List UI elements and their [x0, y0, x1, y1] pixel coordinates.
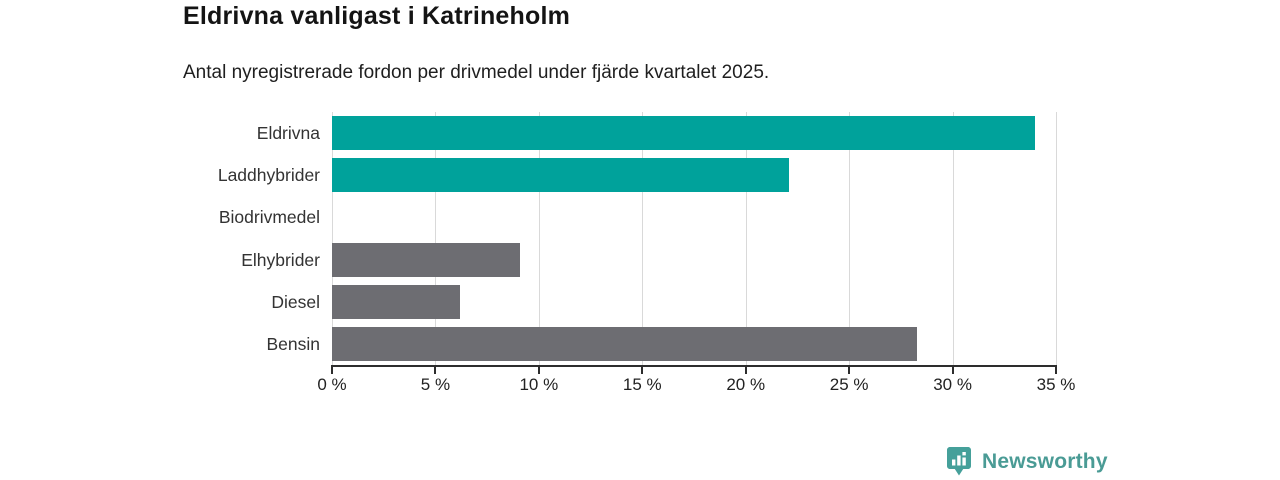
chart-row-bensin: Bensin [266, 323, 1056, 365]
category-label-diesel: Diesel [271, 291, 320, 312]
category-label-laddhybrider: Laddhybrider [217, 165, 320, 186]
chart-row-biodrivmedel: Biodrivmedel [219, 196, 1056, 238]
tick-label-20: 20 % [726, 375, 766, 394]
chart-subtitle: Antal nyregistrerade fordon per drivmede… [183, 62, 770, 83]
gridline-20 [745, 112, 747, 365]
bar-elhybrider [332, 242, 521, 277]
newsworthy-wordmark: Newsworthy [982, 450, 1108, 473]
chart-row-diesel: Diesel [271, 281, 1056, 323]
chart-row-laddhybrider: Laddhybrider [218, 154, 1056, 196]
gridline-0 [332, 112, 333, 365]
category-label-eldrivna: Eldrivna [256, 123, 320, 143]
bar-laddhybrider [332, 158, 790, 193]
category-label-elhybrider: Elhybrider [241, 249, 320, 270]
tick-mark-30 [951, 367, 954, 374]
gridline-30 [952, 112, 954, 365]
tick-label-30: 30 % [933, 375, 972, 394]
tick-label-25: 25 % [829, 375, 869, 394]
tick-label-5: 5 % [420, 375, 451, 394]
x-axis-line [331, 365, 1057, 367]
tick-label-0: 0 % [317, 375, 347, 394]
tick-mark-0 [331, 367, 333, 374]
category-label-bensin: Bensin [266, 333, 320, 354]
tick-label-15: 15 % [622, 375, 662, 394]
category-label-biodrivmedel: Biodrivmedel [218, 207, 320, 228]
tick-mark-15 [641, 367, 644, 374]
gridline-10 [538, 112, 540, 365]
chart-title: Eldrivna vanligast i Katrineholm [183, 2, 571, 30]
bar-eldrivna [332, 116, 1036, 150]
tick-mark-35 [1055, 367, 1057, 374]
chart-row-eldrivna: Eldrivna [257, 112, 1056, 154]
bar-rows: Eldrivna Laddhybrider Biodrivmedel Elhybrid… [218, 112, 1056, 365]
tick-mark-20 [744, 367, 747, 374]
bar-bensin [332, 326, 918, 361]
bar-chart-plot-area: Eldrivna Laddhybrider Biodrivmedel Elhybrid… [218, 112, 1075, 394]
gridline-15 [642, 112, 644, 365]
bar-diesel [332, 284, 461, 319]
tick-label-35: 35 % [1036, 375, 1076, 394]
newsworthy-bar-chart-pin-icon [947, 447, 971, 476]
tick-mark-25 [848, 367, 851, 374]
tick-mark-10 [537, 367, 540, 374]
gridline-35 [1056, 112, 1057, 365]
newsworthy-logo: Newsworthy [944, 446, 1108, 478]
gridline-25 [849, 112, 851, 365]
tick-mark-5 [434, 367, 437, 374]
gridline-5 [435, 112, 437, 365]
tick-label-10: 10 % [519, 375, 559, 394]
chart-row-elhybrider: Elhybrider [241, 239, 1056, 281]
